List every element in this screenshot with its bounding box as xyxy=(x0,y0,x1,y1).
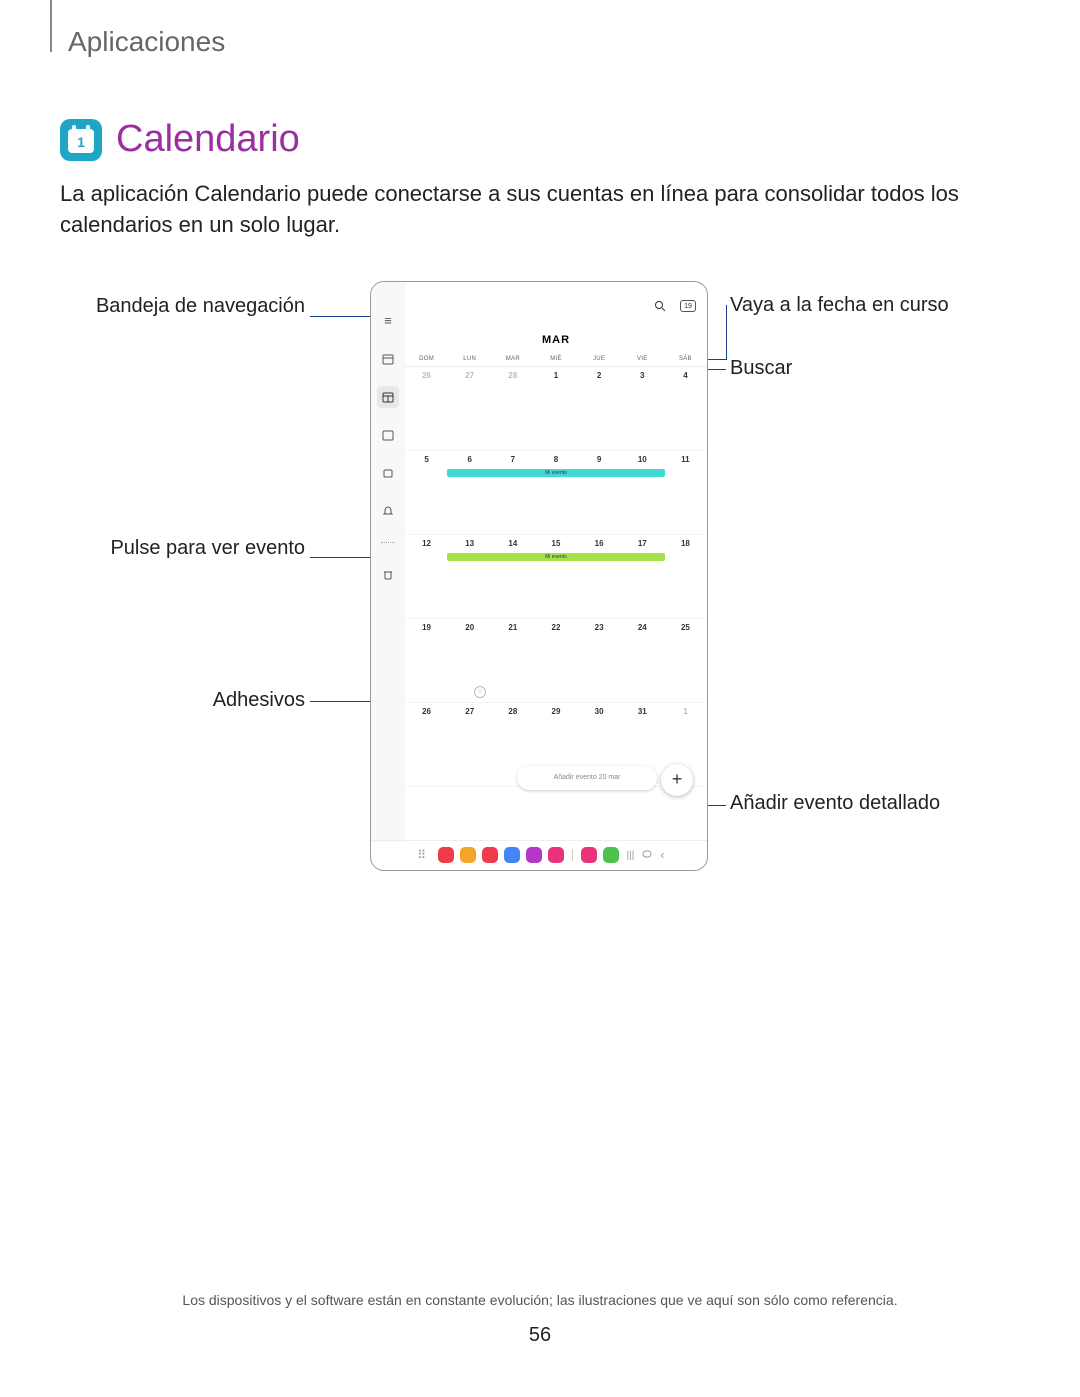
sticker-icon[interactable]: ☺ xyxy=(474,686,486,698)
day-cell[interactable]: 19 xyxy=(405,619,448,702)
day-cell[interactable]: 12 xyxy=(405,535,448,618)
day-cell[interactable]: 1 xyxy=(534,367,577,450)
calendar-event[interactable]: Mi evento xyxy=(447,553,664,561)
reminders-icon[interactable] xyxy=(381,504,395,518)
calendar-diagram: Bandeja de navegación Pulse para ver eve… xyxy=(130,281,950,901)
dock-app-icon[interactable] xyxy=(482,847,498,863)
title-row: 1 Calendario xyxy=(60,118,1020,161)
dock-app-icon[interactable] xyxy=(526,847,542,863)
label-tap-event: Pulse para ver evento xyxy=(95,536,305,561)
weekday-label: SÁB xyxy=(664,352,707,366)
day-cell[interactable]: 22 xyxy=(534,619,577,702)
day-cell[interactable]: 10 xyxy=(621,451,664,534)
phone-dock: ⠿ ||| ‹ xyxy=(371,840,707,870)
search-icon[interactable] xyxy=(651,297,669,315)
add-event-fab[interactable]: + xyxy=(661,764,693,796)
weekday-label: MIÉ xyxy=(534,352,577,366)
label-goto-today: Vaya a la fecha en curso xyxy=(730,293,949,318)
view-list-icon[interactable] xyxy=(381,466,395,480)
label-add-event: Añadir evento detallado xyxy=(730,791,940,816)
quick-add-event[interactable]: Añadir evento 20 mar xyxy=(517,766,657,790)
day-cell[interactable]: 16 xyxy=(578,535,621,618)
today-icon[interactable]: 19 xyxy=(679,297,697,315)
calendar-main: 19 MAR DOMLUNMARMIÉJUEVIESÁB 26272812345… xyxy=(405,282,707,840)
day-cell[interactable]: 26 xyxy=(405,367,448,450)
dock-app-icon[interactable] xyxy=(504,847,520,863)
calendar-app-icon: 1 xyxy=(60,119,102,161)
label-stickers: Adhesivos xyxy=(95,688,305,713)
day-cell[interactable]: 4 xyxy=(664,367,707,450)
day-cell[interactable]: 28 xyxy=(491,367,534,450)
apps-grid-icon[interactable]: ⠿ xyxy=(414,847,430,863)
menu-icon[interactable]: ≡ xyxy=(381,314,395,328)
dock-app-icon[interactable] xyxy=(438,847,454,863)
day-cell[interactable]: 24 xyxy=(621,619,664,702)
calendar-week: 12131415161718Mi evento xyxy=(405,535,707,619)
calendar-week: 2627281234 xyxy=(405,367,707,451)
phone-mock: ≡ 19 MAR DOMLUNMARMIÉJUEVIESÁB xyxy=(370,281,708,871)
dock-app-icon[interactable] xyxy=(581,847,597,863)
view-week-icon[interactable] xyxy=(377,386,399,408)
day-cell[interactable]: 25 xyxy=(664,619,707,702)
section-indicator xyxy=(50,0,52,52)
day-cell[interactable]: 8 xyxy=(534,451,577,534)
day-cell[interactable]: 15 xyxy=(534,535,577,618)
page-title: Calendario xyxy=(116,118,300,161)
calendar-week: 567891011Mi evento xyxy=(405,451,707,535)
weekday-label: VIE xyxy=(621,352,664,366)
dock-app-icon[interactable] xyxy=(548,847,564,863)
day-cell[interactable]: 9 xyxy=(578,451,621,534)
day-cell[interactable]: 27 xyxy=(448,703,491,786)
day-cell[interactable]: 23 xyxy=(578,619,621,702)
day-cell[interactable]: 18 xyxy=(664,535,707,618)
label-search: Buscar xyxy=(730,356,792,381)
calendar-event[interactable]: Mi evento xyxy=(447,469,664,477)
day-cell[interactable]: 14 xyxy=(491,535,534,618)
month-label: MAR xyxy=(405,334,707,346)
dock-app-icon[interactable] xyxy=(460,847,476,863)
day-cell[interactable]: 2 xyxy=(578,367,621,450)
view-day-icon[interactable] xyxy=(381,428,395,442)
intro-text: La aplicación Calendario puede conectars… xyxy=(60,179,1020,241)
weekday-label: JUE xyxy=(578,352,621,366)
back-icon[interactable]: ‹ xyxy=(660,848,664,862)
section-label: Aplicaciones xyxy=(68,26,1020,58)
weekday-label: LUN xyxy=(448,352,491,366)
day-cell[interactable]: 6 xyxy=(448,451,491,534)
home-icon[interactable] xyxy=(642,846,652,864)
dock-app-icon[interactable] xyxy=(603,847,619,863)
recents-icon[interactable]: ||| xyxy=(627,850,635,861)
label-nav-drawer: Bandeja de navegación xyxy=(95,294,305,319)
day-cell[interactable]: 13 xyxy=(448,535,491,618)
svg-text:1: 1 xyxy=(77,134,85,150)
weekday-row: DOMLUNMARMIÉJUEVIESÁB xyxy=(405,352,707,367)
day-cell[interactable]: 21 xyxy=(491,619,534,702)
day-cell[interactable]: 3 xyxy=(621,367,664,450)
day-cell[interactable]: 5 xyxy=(405,451,448,534)
day-cell[interactable]: 11 xyxy=(664,451,707,534)
footer-disclaimer: Los dispositivos y el software están en … xyxy=(0,1292,1080,1308)
calendar-week: 19202122232425☺ xyxy=(405,619,707,703)
calendar-sidebar: ≡ xyxy=(371,282,405,842)
weekday-label: MAR xyxy=(491,352,534,366)
weekday-label: DOM xyxy=(405,352,448,366)
day-cell[interactable]: 27 xyxy=(448,367,491,450)
view-month-icon[interactable] xyxy=(381,352,395,366)
day-cell[interactable]: 26 xyxy=(405,703,448,786)
page-number: 56 xyxy=(0,1324,1080,1347)
trash-icon[interactable] xyxy=(381,567,395,581)
day-cell[interactable]: 7 xyxy=(491,451,534,534)
day-cell[interactable]: 17 xyxy=(621,535,664,618)
